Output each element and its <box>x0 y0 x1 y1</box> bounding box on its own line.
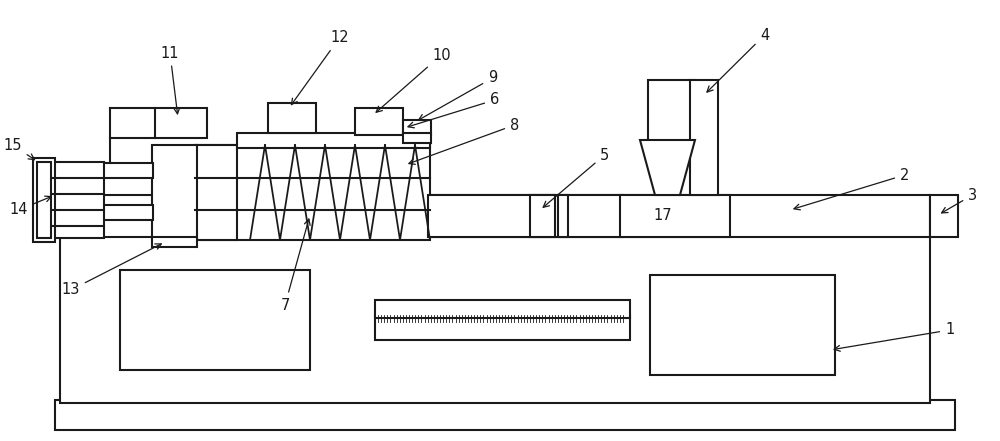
Text: 1: 1 <box>834 322 954 351</box>
Text: 17: 17 <box>654 208 672 223</box>
Bar <box>100 163 153 178</box>
Text: 10: 10 <box>376 48 451 112</box>
Bar <box>237 133 430 148</box>
Bar <box>37 162 51 238</box>
Text: 7: 7 <box>280 219 310 313</box>
Bar <box>428 195 623 237</box>
Bar <box>195 145 237 240</box>
Bar <box>530 195 555 237</box>
Bar <box>650 275 835 375</box>
Bar <box>620 195 730 237</box>
Text: 14: 14 <box>10 196 51 217</box>
Bar <box>52 162 104 238</box>
Bar <box>268 103 316 133</box>
Bar <box>690 80 718 195</box>
Polygon shape <box>640 140 695 195</box>
Text: 9: 9 <box>419 71 497 120</box>
Bar <box>648 80 695 142</box>
Text: 6: 6 <box>408 93 499 128</box>
Bar <box>120 270 310 370</box>
Bar <box>155 108 207 138</box>
Text: 3: 3 <box>942 187 977 213</box>
Text: 12: 12 <box>291 30 349 105</box>
Text: 15: 15 <box>4 138 35 160</box>
Text: 4: 4 <box>707 27 769 92</box>
Bar <box>100 205 153 220</box>
Bar <box>55 400 955 430</box>
Text: 11: 11 <box>161 45 180 114</box>
Bar <box>403 133 431 143</box>
Bar <box>60 195 930 237</box>
Text: 8: 8 <box>409 117 519 164</box>
Text: 2: 2 <box>794 168 909 210</box>
Bar <box>558 195 568 237</box>
Text: 13: 13 <box>62 244 161 298</box>
Bar <box>60 235 930 403</box>
Bar <box>403 120 431 135</box>
Text: 5: 5 <box>543 147 609 207</box>
Bar <box>195 145 430 240</box>
Bar <box>375 300 630 318</box>
Bar <box>152 237 197 247</box>
Bar <box>375 315 630 340</box>
Bar <box>930 195 958 237</box>
Bar <box>33 158 55 242</box>
Bar <box>152 145 197 240</box>
Bar <box>355 108 403 135</box>
